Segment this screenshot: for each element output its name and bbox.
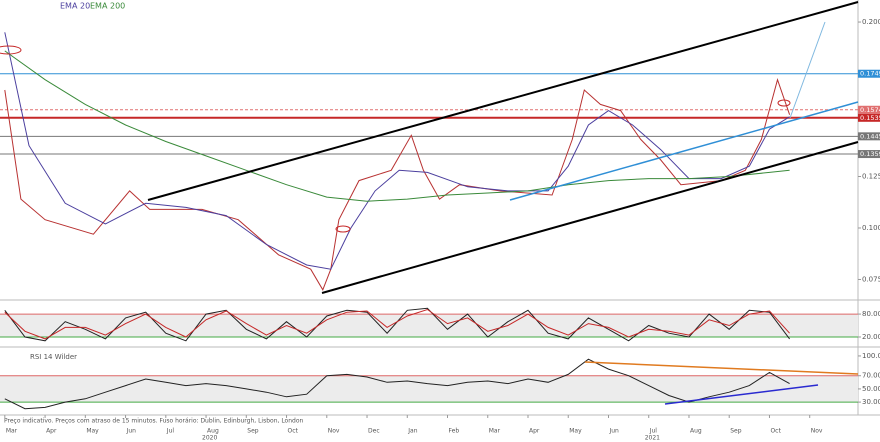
x-tick-label: Apr (46, 428, 57, 435)
x-tick-label: Feb (449, 428, 460, 435)
level-label: 0.1574 (860, 106, 880, 114)
x-tick-label: Jul (166, 428, 175, 435)
x-tick-label: Dec (368, 428, 380, 435)
series-line (4, 50, 790, 202)
x-tick-label: Aug (690, 428, 702, 435)
x-tick-label: Apr (529, 428, 540, 435)
y-tick-label: 80.00 (862, 310, 880, 318)
x-tick-label: Sep (730, 428, 742, 435)
series-line (4, 77, 791, 291)
panel-title: RSI 14 Wilder (30, 353, 77, 361)
channel-line (321, 141, 859, 294)
series-line (4, 308, 790, 340)
x-tick-label: Nov (328, 428, 340, 435)
legend-entry: EMA 20 (60, 2, 90, 11)
level-tag (858, 113, 880, 122)
level-tag (858, 69, 880, 78)
x-tick-label: Mar (6, 428, 18, 435)
x-tick-label: May (569, 428, 582, 435)
year-label: 2021 (645, 435, 660, 442)
footer: Preço indicativo. Preços com atraso de 1… (4, 418, 304, 425)
legend-entry: EMA 200 (90, 2, 125, 11)
level-label: 0.1359 (860, 150, 880, 158)
y-tick-label: 30.00 (862, 398, 880, 406)
level-label: 0.1445 (860, 132, 880, 140)
y-tick-label: 0.0750 (862, 275, 880, 283)
marker (0, 45, 22, 55)
trend-line (584, 361, 859, 375)
level-tag (858, 150, 880, 159)
band (0, 375, 858, 403)
x-tick-label: Oct (288, 428, 299, 435)
trend-line (664, 384, 819, 405)
marker (335, 225, 351, 233)
level-label: 0.1749 (860, 70, 880, 78)
series-line (4, 358, 790, 410)
x-tick-label: Aug (207, 428, 219, 435)
series-line (4, 32, 790, 270)
y-tick-label: 20.00 (862, 333, 880, 341)
x-tick-label: Sep (247, 428, 258, 435)
y-tick-label: 100.00 (862, 352, 880, 360)
x-tick-label: Jun (126, 428, 137, 435)
x-tick-label: Jun (608, 428, 619, 435)
y-tick-label: 50.00 (862, 385, 880, 393)
channel-line (147, 1, 859, 201)
x-tick-label: Jul (649, 428, 658, 435)
x-tick-label: Mar (489, 428, 501, 435)
marker (777, 99, 791, 107)
year-label: 2020 (202, 435, 217, 442)
level-tag (858, 132, 880, 141)
x-tick-label: Jan (407, 428, 417, 435)
x-tick-label: May (86, 428, 99, 435)
level-label: 0.1535 (860, 114, 880, 122)
level-tag (858, 105, 880, 114)
y-tick-label: 70.00 (862, 372, 880, 380)
trend-line (509, 101, 859, 201)
x-tick-label: Oct (770, 428, 781, 435)
x-tick-label: Nov (811, 428, 823, 435)
projection (789, 21, 826, 119)
